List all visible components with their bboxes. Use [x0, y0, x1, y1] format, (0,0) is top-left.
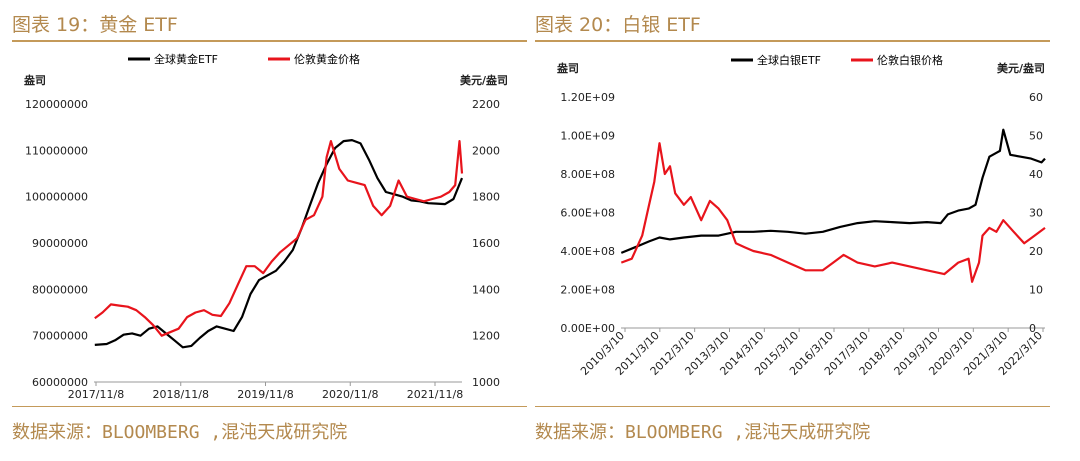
- right-y-tick-label: 60: [1029, 91, 1043, 104]
- right-y-tick-label: 50: [1029, 130, 1043, 143]
- price-series-line: [620, 142, 1046, 283]
- figure-title: 图表 20：白银 ETF: [535, 14, 701, 36]
- gold-etf-chart: 盎司 美元/盎司 120000000 110000000 100000000 900000…: [12, 44, 532, 404]
- right-y-tick-label: 0: [1029, 322, 1036, 335]
- left-y-tick-label: 0.00E+00: [560, 322, 615, 335]
- right-y-tick-label: 2000: [472, 144, 500, 157]
- right-y-tick-label: 1800: [472, 191, 500, 204]
- right-y-tick-label: 1200: [472, 330, 500, 343]
- right-y-tick-label: 1400: [472, 283, 500, 296]
- x-tick-label: 2019/11/8: [237, 388, 293, 401]
- silver-etf-chart: 盎司 美元/盎司 1.20E+09 1.00E+09 8.00E+08 6.00E+08 4…: [535, 44, 1055, 404]
- figure-title: 图表 19：黄金 ETF: [12, 14, 178, 36]
- legend-label: 全球黄金ETF: [154, 52, 218, 66]
- left-y-tick-label: 2.00E+08: [560, 284, 615, 297]
- right-axis-unit: 美元/盎司: [997, 61, 1045, 75]
- right-y-tick-label: 30: [1029, 207, 1043, 220]
- gold-etf-chart-svg: 盎司 美元/盎司 120000000 110000000 100000000 900000…: [24, 52, 508, 401]
- right-y-tick-label: 40: [1029, 168, 1043, 181]
- left-y-tick-label: 1.00E+09: [560, 130, 615, 143]
- silver-etf-chart-svg: 盎司 美元/盎司 1.20E+09 1.00E+09 8.00E+08 6.00E+08 4…: [557, 53, 1046, 378]
- x-tick-label: 2017/11/8: [68, 388, 124, 401]
- left-y-tick-label: 1.20E+09: [560, 91, 615, 104]
- left-y-tick-label: 60000000: [32, 376, 88, 389]
- left-y-tick-label: 100000000: [25, 191, 88, 204]
- title-divider: [535, 40, 1050, 42]
- price-series-line: [94, 139, 464, 337]
- left-axis-unit: 盎司: [24, 73, 46, 87]
- left-y-tick-label: 6.00E+08: [560, 207, 615, 220]
- legend-label: 全球白银ETF: [757, 53, 821, 67]
- silver-etf-panel: 图表 20：白银 ETF 盎司 美元/盎司 1.20E+09 1.00E+09 8.00…: [535, 0, 1062, 461]
- right-y-tick-label: 1600: [472, 237, 500, 250]
- right-axis-unit: 美元/盎司: [460, 73, 508, 87]
- etf-series-line: [94, 138, 464, 349]
- x-tick-label: 2020/11/8: [322, 388, 378, 401]
- left-axis-unit: 盎司: [557, 61, 579, 75]
- right-y-tick-label: 2200: [472, 98, 500, 111]
- left-y-tick-label: 120000000: [25, 98, 88, 111]
- right-y-tick-label: 20: [1029, 245, 1043, 258]
- x-tick-label: 2021/11/8: [407, 388, 463, 401]
- right-y-tick-label: 10: [1029, 284, 1043, 297]
- gold-etf-panel: 图表 19：黄金 ETF 盎司 美元/盎司 120000000 110000000 10…: [12, 0, 539, 461]
- left-y-tick-label: 90000000: [32, 237, 88, 250]
- left-y-tick-label: 70000000: [32, 330, 88, 343]
- title-divider: [12, 40, 527, 42]
- x-tick-label: 2018/11/8: [153, 388, 209, 401]
- left-y-tick-label: 110000000: [25, 144, 88, 157]
- legend-label: 伦敦白银价格: [877, 53, 943, 67]
- etf-series-line: [620, 128, 1046, 254]
- legend-label: 伦敦黄金价格: [294, 52, 360, 66]
- right-y-tick-label: 1000: [472, 376, 500, 389]
- left-y-tick-label: 4.00E+08: [560, 245, 615, 258]
- data-source: 数据来源：BLOOMBERG ,混沌天成研究院: [12, 422, 348, 443]
- left-y-tick-label: 8.00E+08: [560, 168, 615, 181]
- left-y-tick-label: 80000000: [32, 283, 88, 296]
- source-divider: [535, 406, 1050, 407]
- data-source: 数据来源：BLOOMBERG ,混沌天成研究院: [535, 422, 871, 443]
- source-divider: [12, 406, 527, 407]
